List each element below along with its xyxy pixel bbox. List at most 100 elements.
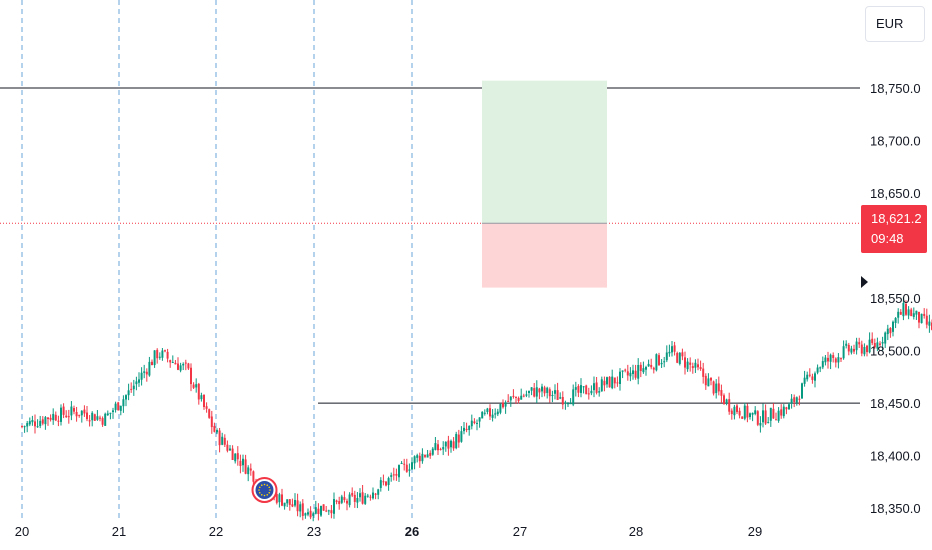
- candle: [278, 492, 281, 508]
- candle-body: [385, 481, 387, 486]
- candle: [660, 359, 663, 368]
- candle: [400, 461, 403, 465]
- candle: [47, 417, 49, 426]
- candle: [177, 357, 179, 371]
- candle-body: [143, 371, 146, 373]
- candle: [821, 356, 824, 370]
- candle: [720, 384, 723, 403]
- candle: [109, 412, 112, 420]
- candle-body: [736, 405, 738, 412]
- candle-body: [751, 412, 754, 415]
- target-zone[interactable]: [482, 80, 607, 224]
- candle: [668, 344, 671, 357]
- candle-body: [200, 395, 203, 400]
- candle: [595, 376, 598, 395]
- candle-body: [853, 348, 855, 352]
- candle-body: [75, 411, 78, 417]
- candle: [712, 380, 715, 396]
- candle: [41, 416, 44, 426]
- price-tick-label: 18,750.0: [870, 81, 921, 96]
- candle-body: [889, 327, 892, 334]
- candle: [390, 472, 393, 482]
- candle: [426, 449, 429, 458]
- candle: [507, 394, 510, 402]
- candle-body: [541, 386, 543, 392]
- candle-body: [60, 407, 62, 422]
- event-markers[interactable]: [251, 477, 932, 503]
- candle-body: [777, 410, 780, 421]
- candle-body: [928, 321, 931, 326]
- candle: [52, 408, 55, 425]
- candle: [223, 434, 226, 448]
- candle: [457, 429, 460, 448]
- candle-body: [905, 303, 907, 315]
- candle-body: [403, 463, 406, 465]
- candle-body: [447, 440, 450, 449]
- currency-button[interactable]: EUR: [865, 6, 925, 42]
- candle: [151, 359, 153, 366]
- candle: [790, 394, 793, 409]
- candle: [715, 379, 718, 399]
- candle-body: [221, 436, 224, 445]
- candle: [686, 358, 689, 372]
- chart-pane[interactable]: [0, 0, 860, 520]
- candle-body: [483, 412, 486, 414]
- candle-body: [743, 405, 746, 419]
- candle-body: [161, 350, 164, 358]
- candle-body: [156, 349, 159, 359]
- candle: [372, 487, 374, 500]
- long-position-tool[interactable]: [482, 80, 607, 288]
- time-axis[interactable]: 20 21 22 23 26 27 28 29: [15, 524, 762, 539]
- candle: [801, 382, 803, 399]
- candle: [894, 317, 897, 329]
- candle: [421, 448, 424, 464]
- candle-body: [431, 448, 434, 455]
- candle: [769, 407, 772, 427]
- stop-zone[interactable]: [482, 223, 607, 288]
- scale-arrow-icon[interactable]: [861, 276, 868, 288]
- candle-body: [26, 423, 29, 427]
- candle: [658, 352, 660, 366]
- candle: [34, 414, 36, 434]
- candle-body: [866, 345, 868, 353]
- candle: [447, 435, 450, 456]
- candle-body: [481, 411, 484, 419]
- candle: [127, 383, 130, 401]
- candle-body: [842, 346, 845, 359]
- candle-body: [850, 348, 853, 353]
- flag-disc: [255, 481, 274, 499]
- candle: [57, 415, 60, 427]
- candle: [317, 503, 320, 521]
- candle: [437, 440, 439, 455]
- candle-body: [151, 361, 153, 366]
- candle: [65, 410, 68, 419]
- candle: [112, 407, 114, 419]
- price-axis[interactable]: 18,750.0 18,700.0 18,650.0 18,550.0 18,500.0…: [870, 81, 921, 516]
- candle-body: [174, 362, 177, 365]
- candle-body: [416, 455, 419, 458]
- candle-body: [829, 354, 832, 362]
- candle: [99, 415, 101, 422]
- candle-body: [728, 399, 731, 412]
- candle: [86, 405, 88, 422]
- eu-flag-icon[interactable]: [251, 477, 278, 503]
- candle-body: [697, 364, 699, 368]
- candle-body: [468, 425, 471, 430]
- candle: [504, 400, 507, 414]
- candle-body: [65, 415, 68, 418]
- candle-body: [764, 410, 767, 424]
- candle-body: [223, 437, 226, 445]
- candle: [44, 415, 47, 430]
- candle-body: [91, 412, 94, 421]
- candle: [626, 364, 629, 381]
- candle: [379, 477, 382, 492]
- candle: [528, 390, 530, 398]
- candle: [221, 432, 224, 446]
- candle-body: [608, 376, 611, 388]
- candle: [364, 492, 367, 505]
- candle: [733, 404, 736, 420]
- candle: [340, 494, 343, 505]
- candle: [689, 357, 692, 372]
- candle-body: [907, 309, 910, 316]
